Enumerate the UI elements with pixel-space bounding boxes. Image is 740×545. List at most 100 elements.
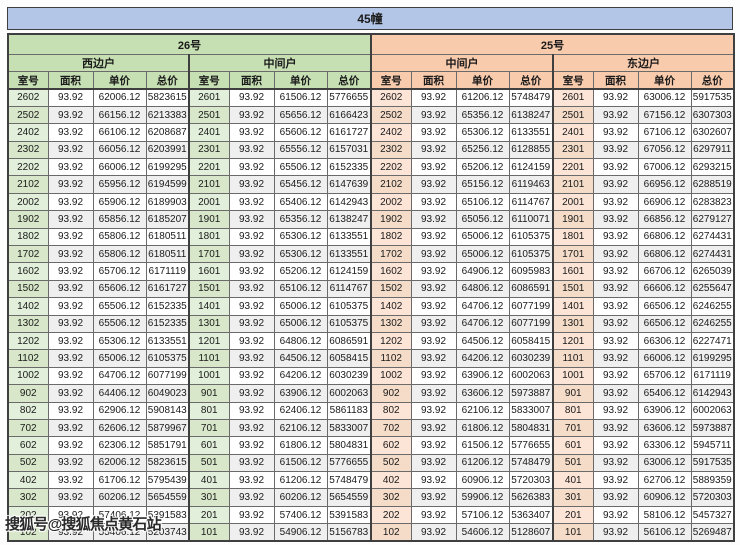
room-cell: 2202 — [370, 158, 412, 177]
column-header-unit-price: 单价 — [637, 71, 692, 90]
total-price-cell: 6105375 — [326, 314, 372, 333]
total-price-cell: 6110071 — [508, 210, 554, 229]
unit-price-cell: 64906.12 — [455, 262, 510, 281]
unit-price-cell: 64406.12 — [92, 384, 147, 403]
room-cell: 601 — [552, 436, 594, 455]
column-header-total-price: 总价 — [690, 71, 735, 90]
area-cell: 93.92 — [47, 418, 94, 438]
unit-price-cell: 62106.12 — [273, 418, 328, 438]
unit-price-cell: 65456.12 — [273, 175, 328, 194]
area-cell: 93.92 — [47, 488, 94, 507]
area-cell: 93.92 — [410, 245, 457, 264]
unit-price-cell: 61806.12 — [455, 418, 510, 438]
room-cell: 402 — [370, 471, 412, 490]
room-cell: 2302 — [370, 140, 412, 160]
total-price-cell: 6152335 — [326, 158, 372, 177]
unit-price-cell: 61506.12 — [455, 436, 510, 455]
room-cell: 202 — [370, 505, 412, 525]
room-cell: 501 — [552, 453, 594, 473]
unit-price-cell: 65706.12 — [92, 262, 147, 281]
area-cell: 93.92 — [228, 245, 275, 264]
column-header-unit-price: 单价 — [273, 71, 328, 90]
room-cell: 1801 — [188, 227, 230, 247]
table-row: 1402 93.92 65506.12 6152335 1401 93.92 65006.1… — [7, 297, 735, 316]
room-cell: 402 — [7, 471, 49, 490]
unit-price-cell: 60906.12 — [637, 488, 692, 507]
area-cell: 93.92 — [47, 88, 94, 107]
room-cell: 2001 — [188, 192, 230, 212]
table-row: 1902 93.92 65856.12 6185207 1901 93.92 65356.1… — [7, 210, 735, 229]
total-price-cell: 6283823 — [690, 192, 735, 212]
unit-price-cell: 60906.12 — [455, 471, 510, 490]
room-cell: 2301 — [552, 140, 594, 160]
unit-price-cell: 66606.12 — [637, 279, 692, 299]
total-price-cell: 5804831 — [326, 436, 372, 455]
area-cell: 93.92 — [410, 192, 457, 212]
area-cell: 93.92 — [228, 401, 275, 420]
unit-price-cell: 54906.12 — [273, 523, 328, 542]
room-cell: 902 — [7, 384, 49, 403]
area-cell: 93.92 — [228, 140, 275, 160]
total-price-cell: 6058415 — [326, 349, 372, 368]
area-cell: 93.92 — [47, 349, 94, 368]
total-price-cell: 5861183 — [326, 401, 372, 420]
column-header-room: 室号 — [7, 71, 49, 90]
unit-price-cell: 64806.12 — [273, 331, 328, 351]
room-cell: 1601 — [552, 262, 594, 281]
table-header: 26号 25号 西边户 中间户 中间户 东边户 室号 面积 单价 总价 室号 面… — [7, 33, 735, 90]
table-body: 2602 93.92 62006.12 5823615 2601 93.92 61506.1… — [7, 88, 735, 542]
unit-price-cell: 54606.12 — [455, 523, 510, 542]
room-cell: 2201 — [188, 158, 230, 177]
unit-price-cell: 63906.12 — [637, 401, 692, 420]
room-cell: 2301 — [188, 140, 230, 160]
area-cell: 93.92 — [228, 123, 275, 142]
unit-price-cell: 65006.12 — [455, 227, 510, 247]
room-cell: 1201 — [552, 331, 594, 351]
area-cell: 93.92 — [47, 314, 94, 333]
table-row: 402 93.92 61706.12 5795439 401 93.92 61206.12 5… — [7, 471, 735, 490]
total-price-cell: 5833007 — [326, 418, 372, 438]
room-cell: 101 — [552, 523, 594, 542]
total-price-cell: 6166423 — [326, 105, 372, 125]
area-cell: 93.92 — [47, 210, 94, 229]
unit-price-cell: 61206.12 — [455, 88, 510, 107]
room-cell: 202 — [7, 505, 49, 525]
column-header-area: 面积 — [592, 71, 639, 90]
total-price-cell: 5391583 — [326, 505, 372, 525]
room-cell: 301 — [552, 488, 594, 507]
total-price-cell: 5269487 — [690, 523, 735, 542]
total-price-cell: 5720303 — [508, 471, 554, 490]
unit-price-cell: 66106.12 — [92, 123, 147, 142]
total-price-cell: 6128855 — [508, 140, 554, 160]
room-cell: 1502 — [7, 279, 49, 299]
total-price-cell: 5748479 — [508, 88, 554, 107]
unit-price-cell: 61706.12 — [92, 471, 147, 490]
total-price-cell: 6255647 — [690, 279, 735, 299]
total-price-cell: 6279127 — [690, 210, 735, 229]
unit-price-cell: 65106.12 — [273, 279, 328, 299]
room-cell: 902 — [370, 384, 412, 403]
unit-price-cell: 66156.12 — [92, 105, 147, 125]
unit-price-cell: 64206.12 — [455, 349, 510, 368]
total-price-cell: 6142943 — [326, 192, 372, 212]
total-price-cell: 5156783 — [326, 523, 372, 542]
room-cell: 1301 — [188, 314, 230, 333]
unit-price-cell: 65306.12 — [273, 245, 328, 264]
area-cell: 93.92 — [47, 140, 94, 160]
area-cell: 93.92 — [592, 227, 639, 247]
total-price-cell: 6138247 — [508, 105, 554, 125]
total-price-cell: 5776655 — [326, 88, 372, 107]
table-row: 802 93.92 62906.12 5908143 801 93.92 62406.12 5… — [7, 401, 735, 420]
total-price-cell: 5748479 — [508, 453, 554, 473]
total-price-cell: 5917535 — [690, 453, 735, 473]
total-price-cell: 6171119 — [145, 262, 190, 281]
unit-price-cell: 63906.12 — [455, 366, 510, 386]
total-price-cell: 6133551 — [326, 245, 372, 264]
room-cell: 2602 — [7, 88, 49, 107]
area-cell: 93.92 — [410, 436, 457, 455]
area-cell: 93.92 — [228, 436, 275, 455]
area-cell: 93.92 — [228, 488, 275, 507]
total-price-cell: 6161727 — [145, 279, 190, 299]
area-cell: 93.92 — [592, 436, 639, 455]
total-price-cell: 5776655 — [508, 436, 554, 455]
